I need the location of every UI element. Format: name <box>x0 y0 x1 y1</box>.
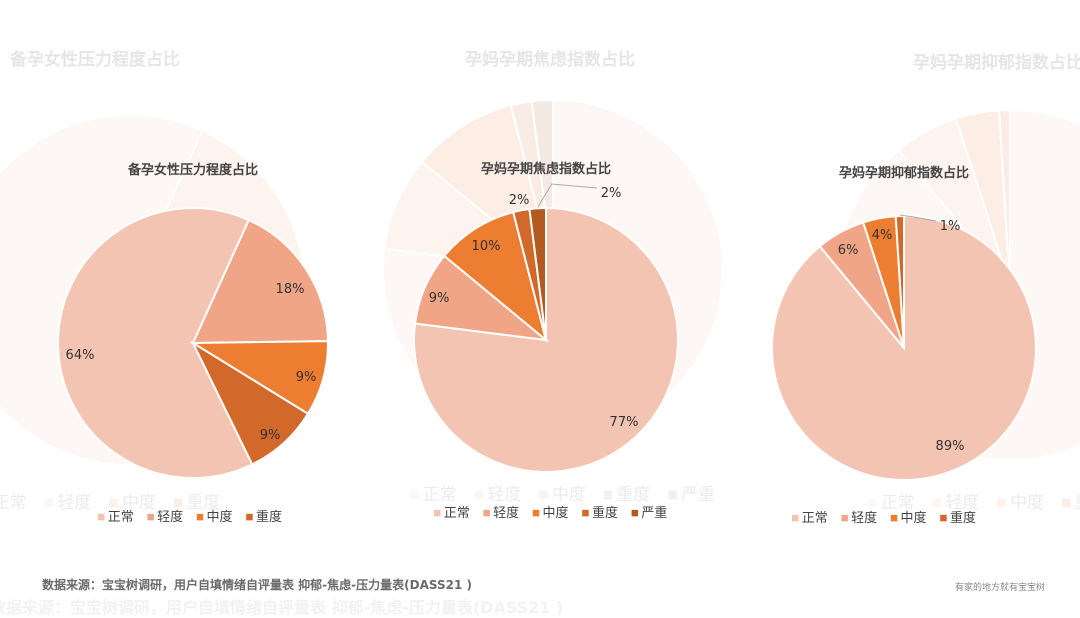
ghost-legend-swatch <box>173 498 183 508</box>
ghost-legend: 正常 轻度 中度 重度 严重 <box>410 485 715 505</box>
ghost-legend-label: 正常 <box>0 493 27 513</box>
legend-swatch <box>792 514 799 522</box>
legend-label: 轻度 <box>157 509 183 525</box>
data-label: 4% <box>872 228 893 243</box>
data-label: 64% <box>66 348 95 363</box>
legend-swatch <box>246 513 253 521</box>
legend-label: 正常 <box>444 506 470 521</box>
legend-swatch <box>582 509 589 517</box>
ghost-legend-swatch <box>868 498 877 508</box>
ghost-legend-swatch <box>1061 498 1071 508</box>
ghost-chart-title: 备孕女性压力程度占比 <box>9 49 180 70</box>
leader-line <box>537 183 598 208</box>
legend-swatch <box>483 509 490 517</box>
data-label: 18% <box>276 282 305 297</box>
legend-label: 中度 <box>543 505 569 521</box>
ghost-legend-label: 中度 <box>1010 493 1044 513</box>
legend-swatch <box>147 513 154 521</box>
data-label: 2% <box>601 186 622 201</box>
data-label: 9% <box>296 370 317 385</box>
chart-title: 孕妈孕期焦虑指数占比 <box>481 161 611 177</box>
legend-swatch <box>532 509 540 517</box>
legend-swatch <box>196 513 204 521</box>
pie-slice-正常 <box>57 207 254 479</box>
legend-swatch <box>940 514 947 522</box>
data-label: 1% <box>940 219 961 234</box>
legend-label: 严重 <box>641 505 667 521</box>
pie-slice-轻度 <box>191 218 330 345</box>
ghost-legend-swatch <box>410 490 419 500</box>
ghost-legend-label: 重度 <box>187 493 221 513</box>
pie-slice-严重 <box>528 206 547 341</box>
ghost-legend-label: 严重 <box>681 485 715 505</box>
ghost-legend-label: 轻度 <box>487 485 521 505</box>
data-label: 10% <box>472 239 501 254</box>
ghost-legend-label: 轻度 <box>945 493 979 513</box>
legend: 正常 轻度 中度 重度 <box>98 509 282 525</box>
ghost-legend-label: 中度 <box>552 485 586 505</box>
legend-label: 重度 <box>256 509 282 525</box>
legend-swatch <box>434 509 441 517</box>
legend-label: 中度 <box>207 509 233 525</box>
ghost-legend-label: 重度 <box>617 485 651 505</box>
legend: 正常 轻度 中度 重度 严重 <box>434 505 667 521</box>
ghost-legend-label: 正常 <box>423 485 457 505</box>
brand-slogan: 有家的地方就有宝宝树 <box>955 583 1046 593</box>
ghost-legend-swatch <box>668 490 677 500</box>
legend-label: 轻度 <box>493 505 519 521</box>
leader-line <box>899 214 937 222</box>
ghost-legend-swatch <box>109 498 118 508</box>
ghost-chart-title: 孕妈孕期焦虑指数占比 <box>465 49 635 70</box>
data-label: 9% <box>260 428 281 443</box>
data-label: 89% <box>936 439 965 454</box>
data-source-note: 数据来源：宝宝树调研，用户自填情绪自评量表 抑郁-焦虑-压力量表(DASS21 … <box>42 578 472 592</box>
chart-title: 备孕女性压力程度占比 <box>127 162 258 178</box>
ghost-pie-slice-重度 <box>997 108 1011 286</box>
ghost-legend-swatch <box>932 498 942 508</box>
data-label: 6% <box>838 243 859 258</box>
ghost-legend-label: 轻度 <box>57 493 91 513</box>
ghost-legend: 正常 轻度 中度 重度 <box>868 493 1080 513</box>
ghost-legend-swatch <box>997 498 1006 508</box>
ghost-legend-label: 重度 <box>1075 493 1080 513</box>
legend-swatch <box>890 514 898 522</box>
legend-label: 正常 <box>108 510 134 525</box>
ghost-chart-title: 孕妈孕期抑郁指数占比 <box>913 52 1080 73</box>
legend-label: 重度 <box>592 505 618 521</box>
ghost-legend-swatch <box>474 490 484 500</box>
ghost-legend-label: 正常 <box>881 493 915 513</box>
pie-slice-重度 <box>190 340 310 466</box>
chart-title: 孕妈孕期抑郁指数占比 <box>839 165 969 181</box>
ghost-legend-swatch <box>44 498 54 508</box>
data-label: 77% <box>610 415 639 430</box>
legend-swatch <box>841 514 848 522</box>
ghost-pie-slice-中度 <box>954 109 1011 286</box>
legend-label: 中度 <box>901 510 927 526</box>
legend-label: 正常 <box>802 511 828 526</box>
ghost-legend-swatch <box>603 490 613 500</box>
ghost-legend-swatch <box>539 490 548 500</box>
ghost-legend: 正常 轻度 中度 重度 <box>0 493 221 513</box>
data-label: 2% <box>509 193 530 208</box>
ghost-footer-source: 数据来源：宝宝树调研，用户自填情绪自评量表 抑郁-焦虑-压力量表(DASS21 … <box>0 598 564 617</box>
legend-label: 轻度 <box>851 510 877 526</box>
legend-label: 重度 <box>950 510 976 526</box>
legend-swatch <box>98 513 105 521</box>
ghost-legend-label: 中度 <box>122 493 156 513</box>
data-label: 9% <box>429 291 450 306</box>
legend: 正常 轻度 中度 重度 <box>792 510 976 526</box>
legend-swatch <box>631 509 639 517</box>
